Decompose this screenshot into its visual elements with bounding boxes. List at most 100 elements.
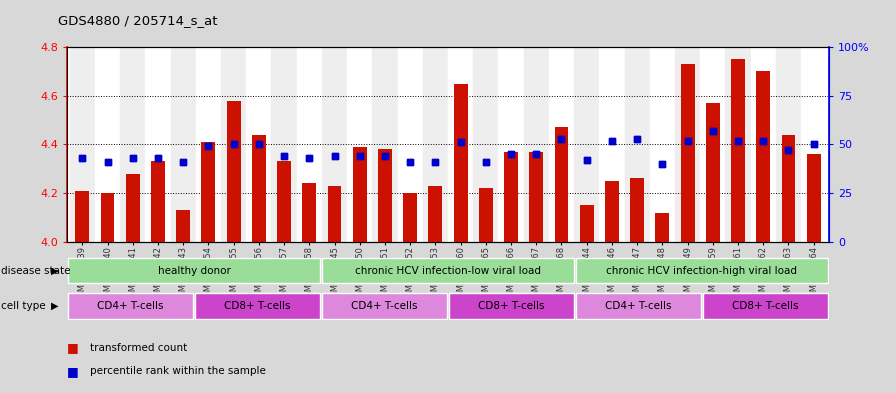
Bar (75, 191, 90, 242)
Point (806, 141, 821, 147)
Bar (246, 47, 271, 242)
Bar (195, 293, 320, 319)
Bar (703, 293, 828, 319)
Text: GDS4880 / 205714_s_at: GDS4880 / 205714_s_at (58, 14, 218, 27)
Point (302, 155, 316, 161)
Bar (781, 135, 796, 242)
Bar (125, 174, 140, 242)
Text: CD8+ T-cells: CD8+ T-cells (732, 301, 798, 311)
Bar (681, 64, 694, 242)
Bar (252, 135, 266, 242)
Bar (449, 293, 573, 319)
Bar (221, 47, 246, 242)
Point (403, 159, 418, 165)
Bar (196, 47, 221, 242)
Bar (498, 47, 523, 242)
Bar (555, 127, 568, 242)
Bar (378, 149, 392, 242)
Bar (227, 101, 241, 242)
Bar (580, 205, 594, 242)
Text: CD4+ T-cells: CD4+ T-cells (605, 301, 672, 311)
Point (227, 141, 241, 147)
Text: chronic HCV infection-low viral load: chronic HCV infection-low viral load (355, 266, 541, 275)
Point (453, 140, 468, 146)
Bar (323, 258, 573, 283)
Bar (68, 258, 320, 283)
Bar (751, 47, 776, 242)
Bar (151, 162, 165, 242)
Point (555, 136, 569, 142)
Point (352, 153, 366, 159)
Point (605, 138, 619, 144)
Point (302, 155, 316, 161)
Bar (504, 152, 518, 242)
Bar (328, 186, 341, 242)
Bar (252, 135, 266, 242)
Point (655, 161, 669, 167)
Bar (576, 293, 701, 319)
Text: ■: ■ (67, 341, 79, 354)
Bar (453, 84, 468, 242)
Bar (297, 47, 322, 242)
Point (176, 159, 190, 165)
Point (478, 159, 493, 165)
Bar (428, 186, 443, 242)
Point (100, 159, 115, 165)
Bar (700, 47, 726, 242)
Point (277, 153, 291, 159)
Point (680, 138, 694, 144)
Point (756, 138, 771, 144)
Point (75, 155, 90, 161)
Bar (478, 188, 493, 242)
Point (327, 153, 341, 159)
Point (151, 155, 165, 161)
Bar (277, 162, 291, 242)
Bar (328, 186, 341, 242)
Text: CD8+ T-cells: CD8+ T-cells (478, 301, 545, 311)
Point (227, 141, 241, 147)
Point (555, 136, 569, 142)
Bar (806, 154, 821, 242)
Bar (605, 181, 619, 242)
Point (580, 157, 594, 163)
Point (378, 153, 392, 159)
Bar (706, 103, 719, 242)
Bar (681, 64, 694, 242)
Point (125, 155, 140, 161)
Bar (576, 258, 828, 283)
Bar (302, 183, 316, 242)
Point (756, 138, 771, 144)
Bar (177, 210, 190, 242)
Point (781, 147, 796, 153)
Bar (347, 47, 373, 242)
Point (630, 136, 644, 142)
Bar (473, 47, 498, 242)
Point (352, 153, 366, 159)
Bar (756, 72, 771, 242)
Point (781, 147, 796, 153)
Bar (523, 47, 549, 242)
Bar (302, 183, 316, 242)
Text: ▶: ▶ (51, 301, 58, 311)
Point (605, 138, 619, 144)
Point (202, 143, 216, 149)
Bar (555, 127, 568, 242)
Bar (353, 147, 366, 242)
Bar (227, 101, 241, 242)
Bar (599, 47, 625, 242)
Point (530, 151, 544, 157)
Point (428, 159, 443, 165)
Bar (145, 47, 170, 242)
Text: healthy donor: healthy donor (158, 266, 230, 275)
Bar (625, 47, 650, 242)
Bar (630, 178, 644, 242)
Text: CD4+ T-cells: CD4+ T-cells (98, 301, 164, 311)
Bar (202, 142, 215, 242)
Point (75, 155, 90, 161)
Text: CD8+ T-cells: CD8+ T-cells (224, 301, 291, 311)
Bar (731, 59, 745, 242)
Text: percentile rank within the sample: percentile rank within the sample (90, 366, 265, 376)
Point (806, 141, 821, 147)
Bar (549, 47, 574, 242)
Text: ▶: ▶ (51, 266, 58, 275)
